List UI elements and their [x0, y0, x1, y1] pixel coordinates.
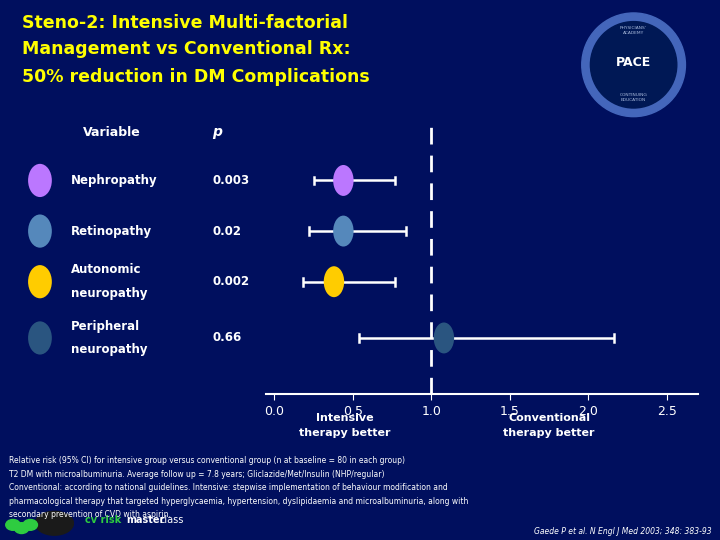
Text: Steno-2: Intensive Multi-factorial: Steno-2: Intensive Multi-factorial [22, 14, 348, 31]
Text: Conventional
therapy better: Conventional therapy better [503, 413, 595, 438]
Ellipse shape [28, 265, 52, 298]
Text: 0.003: 0.003 [212, 174, 250, 187]
Circle shape [582, 13, 685, 117]
Text: Conventional: according to national guidelines. Intensive: stepwise implementati: Conventional: according to national guid… [9, 483, 447, 492]
Text: Management vs Conventional Rx:: Management vs Conventional Rx: [22, 40, 350, 58]
Text: Peripheral: Peripheral [71, 320, 140, 333]
Text: p: p [212, 125, 222, 139]
Ellipse shape [324, 266, 344, 297]
Text: Relative risk (95% CI) for intensive group versus conventional group (n at basel: Relative risk (95% CI) for intensive gro… [9, 456, 405, 465]
Text: PACE: PACE [616, 56, 651, 69]
Text: T2 DM with microalbuminuria. Average follow up = 7.8 years; Gliclazide/Met/Insul: T2 DM with microalbuminuria. Average fol… [9, 470, 384, 479]
Text: Nephropathy: Nephropathy [71, 174, 157, 187]
Text: PHYSICIANS'
ACADEMY: PHYSICIANS' ACADEMY [620, 26, 647, 35]
Ellipse shape [28, 321, 52, 355]
Text: CONTINUING
EDUCATION: CONTINUING EDUCATION [620, 93, 647, 102]
Ellipse shape [333, 165, 354, 196]
Text: Autonomic: Autonomic [71, 264, 141, 276]
Text: secondary prevention of CVD with aspirin.: secondary prevention of CVD with aspirin… [9, 510, 171, 519]
Ellipse shape [433, 322, 454, 353]
Text: Retinopathy: Retinopathy [71, 225, 152, 238]
Ellipse shape [333, 215, 354, 247]
Text: pharmacological therapy that targeted hyperglycaemia, hypertension, dyslipidaemi: pharmacological therapy that targeted hy… [9, 497, 468, 506]
Ellipse shape [28, 164, 52, 197]
Text: cv risk: cv risk [85, 515, 121, 525]
Text: 0.02: 0.02 [212, 225, 241, 238]
Text: 0.002: 0.002 [212, 275, 250, 288]
Circle shape [590, 22, 677, 108]
Text: master: master [126, 515, 164, 525]
Text: Variable: Variable [83, 126, 140, 139]
Text: Intensive
therapy better: Intensive therapy better [300, 413, 391, 438]
Ellipse shape [28, 214, 52, 248]
Text: Gaede P et al. N Engl J Med 2003; 348: 383-93: Gaede P et al. N Engl J Med 2003; 348: 3… [534, 526, 711, 536]
Text: class: class [160, 515, 184, 525]
Text: 50% reduction in DM Complications: 50% reduction in DM Complications [22, 68, 369, 85]
Text: 0.66: 0.66 [212, 332, 242, 345]
Text: neuropathy: neuropathy [71, 343, 147, 356]
Text: neuropathy: neuropathy [71, 287, 147, 300]
Ellipse shape [35, 511, 74, 536]
